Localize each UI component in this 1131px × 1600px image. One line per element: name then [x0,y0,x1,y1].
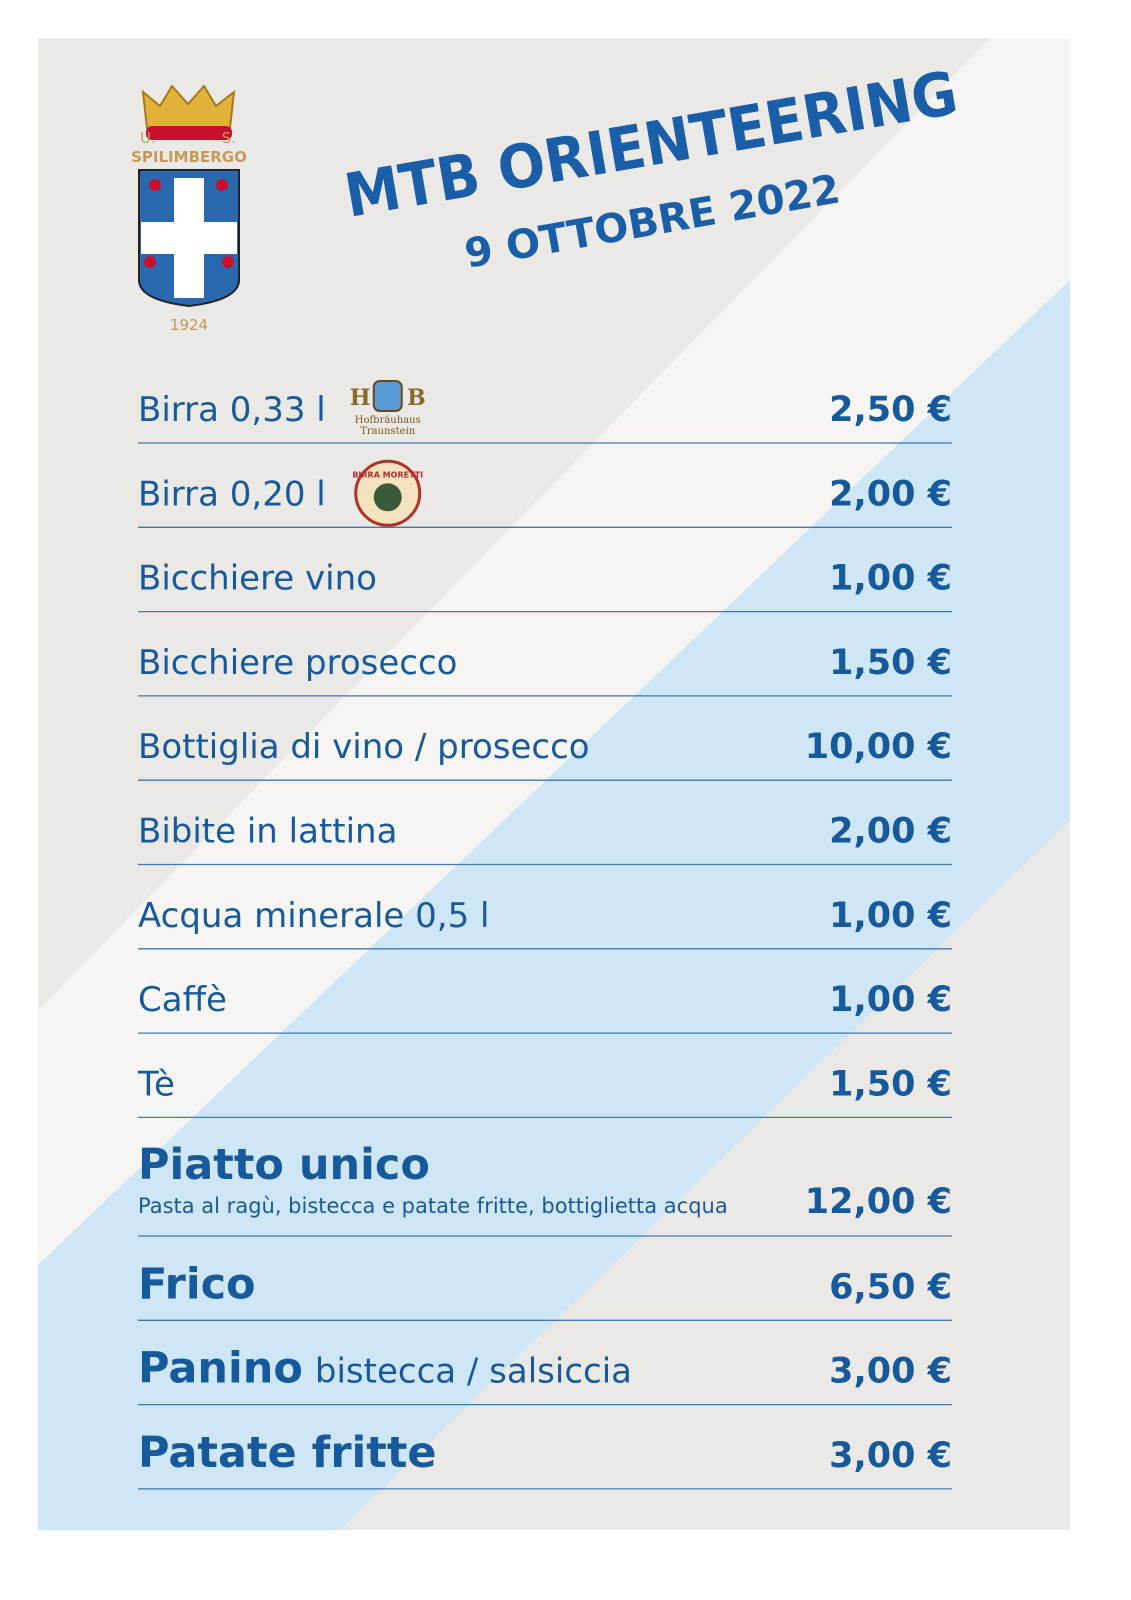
item-price: 2,00 € [829,812,952,852]
food-price: 3,00 € [829,1436,952,1476]
item-name: Acqua minerale 0,5 l [138,896,489,936]
brand-logo: BIRRA MORETTI [352,459,423,527]
tulip [222,256,234,268]
crest-year: 1924 [170,316,208,334]
food-price: 12,00 € [805,1182,952,1222]
crest-right: S. [222,129,236,147]
brand-figure [373,483,402,512]
blue-stripe [38,280,1070,1530]
item-price: 1,00 € [829,980,952,1020]
food-description: Pasta al ragù, bistecca e patate fritte,… [138,1194,728,1218]
food-detail: bistecca / salsiccia [315,1352,632,1392]
item-name: Tè [137,1064,175,1104]
item-name: Bicchiere prosecco [138,643,457,683]
brand-name: BIRRA MORETTI [352,470,423,479]
item-price: 2,50 € [829,390,952,430]
tulip [149,179,161,191]
item-name: Birra 0,33 l [138,390,326,430]
item-name: Bottiglia di vino / prosecco [138,727,590,767]
white-stripe [38,38,1070,1265]
item-name: Birra 0,20 l [138,474,326,514]
item-name: Bibite in lattina [138,812,397,852]
item-price: 1,50 € [829,643,952,683]
tulip [144,256,156,268]
food-name: Frico [138,1259,256,1309]
item-name: Caffè [138,980,227,1020]
brand-place: Traunstein [360,426,416,437]
item-price: 10,00 € [805,727,952,767]
item-price: 1,00 € [829,896,952,936]
food-name: Piatto unico [138,1140,430,1190]
food-name: Patate fritte [138,1428,437,1478]
food-name: Panino [138,1344,303,1394]
menu: Birra 0,33 l 2,50 € H B HofbräuhausTraunste… [137,380,952,1490]
cross-h [141,222,237,254]
brand-initials: H B [350,385,426,411]
item-price: 2,00 € [829,474,952,514]
crest-left: U. [140,129,156,147]
item-name: Bicchiere vino [138,559,377,599]
item-price: 1,50 € [829,1064,952,1104]
tulip [216,179,228,191]
food-price: 3,00 € [829,1352,952,1392]
crown-band [146,126,232,140]
item-price: 1,00 € [829,559,952,599]
brand-shield [372,380,403,412]
crest-name: SPILIMBERGO [131,148,247,166]
food-price: 6,50 € [829,1267,952,1307]
crest: U. S. SPILIMBERGO 1924 [131,84,247,334]
brand-name: Hofbräuhaus [355,415,421,426]
